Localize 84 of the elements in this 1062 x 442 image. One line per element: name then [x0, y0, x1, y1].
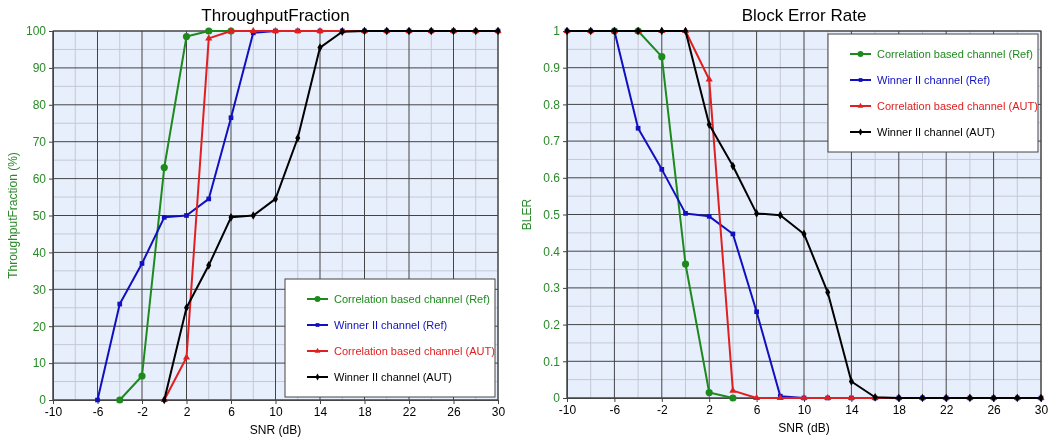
x-tick-label: 10 [797, 402, 812, 417]
y-tick-label: 0.6 [543, 171, 561, 186]
y-tick-label: 0 [39, 393, 47, 408]
y-tick-label: 30 [32, 282, 47, 297]
y-tick-label: 0.2 [543, 317, 561, 332]
x-tick-label: 18 [892, 402, 907, 417]
point [206, 196, 212, 202]
x-tick-label: 30 [491, 404, 506, 419]
y-tick-label: 0.1 [543, 354, 561, 369]
x-axis-title: SNR (dB) [778, 421, 830, 435]
point [659, 167, 665, 172]
point [683, 211, 688, 216]
x-tick-label: 6 [753, 402, 761, 417]
legend-label: Winner II channel (AUT) [877, 126, 995, 138]
point [249, 26, 257, 34]
y-tick-label: 80 [32, 98, 47, 113]
y-tick-label: 60 [32, 171, 47, 186]
x-tick-label: 2 [183, 404, 191, 419]
point [160, 163, 168, 172]
point [272, 194, 279, 204]
y-tick-label: 40 [32, 245, 47, 260]
point [729, 394, 737, 402]
legend-label: Correlation based channel (Ref) [334, 293, 490, 305]
point [182, 353, 191, 360]
legend-label: Winner II channel (Ref) [877, 74, 991, 86]
y-tick-label: 0.3 [543, 281, 561, 296]
y-tick-label: 0 [553, 391, 561, 406]
x-tick-label: 14 [313, 404, 328, 419]
legend-label: Correlation based channel (AUT) [877, 100, 1038, 112]
x-tick-label: 22 [940, 402, 954, 417]
y-tick-label: 1 [553, 24, 561, 39]
point [184, 213, 189, 218]
y-tick-label: 0.7 [543, 134, 561, 149]
y-tick-label: 70 [32, 135, 47, 150]
x-tick-label: -10 [558, 402, 577, 417]
x-tick-label: -6 [92, 404, 104, 419]
point [635, 125, 641, 131]
point [138, 372, 146, 380]
y-axis-title: ThroughputFraction (%) [6, 152, 20, 279]
point [658, 53, 666, 61]
chart-title: ThroughputFraction [201, 6, 350, 25]
point [754, 309, 759, 315]
x-tick-label: -2 [137, 404, 149, 419]
y-tick-label: 90 [32, 61, 47, 76]
point [705, 388, 713, 397]
point [117, 301, 123, 307]
point [228, 115, 234, 121]
legend-label: Correlation based channel (Ref) [877, 48, 1033, 60]
x-tick-label: 10 [269, 404, 283, 419]
point [182, 32, 191, 41]
point [161, 215, 167, 220]
point [183, 303, 190, 313]
y-tick-label: 50 [32, 208, 47, 223]
y-tick-label: 10 [32, 356, 47, 371]
x-tick-label: 18 [358, 404, 372, 419]
y-tick-label: 100 [25, 24, 47, 39]
point [116, 396, 124, 404]
x-tick-label: -2 [656, 402, 668, 417]
y-tick-label: 0.4 [543, 244, 561, 259]
x-tick-label: 30 [1034, 402, 1049, 417]
y-tick-label: 20 [32, 319, 47, 334]
x-axis-title: SNR (dB) [249, 423, 302, 437]
y-tick-label: 0.9 [543, 61, 561, 76]
legend-label: Correlation based channel (AUT) [334, 345, 495, 357]
chart-title: Block Error Rate [741, 6, 867, 25]
x-tick-label: 26 [447, 404, 461, 419]
x-tick-label: 6 [228, 404, 236, 419]
legend-label: Winner II channel (Ref) [334, 319, 448, 331]
x-tick-label: 14 [845, 402, 859, 417]
point [705, 75, 713, 82]
point [139, 261, 145, 266]
point [681, 260, 690, 268]
point [205, 27, 213, 35]
y-tick-label: 0.5 [543, 207, 561, 222]
x-tick-label: 2 [706, 402, 714, 417]
y-axis-title: BLER [520, 198, 534, 231]
x-tick-label: -10 [44, 404, 63, 419]
point [729, 386, 737, 393]
y-tick-label: 0.8 [543, 97, 561, 112]
legend-label: Winner II channel (AUT) [334, 371, 452, 383]
x-tick-label: 26 [987, 402, 1002, 417]
point [706, 213, 712, 219]
x-tick-label: 22 [402, 404, 417, 419]
x-tick-label: -6 [609, 402, 621, 417]
